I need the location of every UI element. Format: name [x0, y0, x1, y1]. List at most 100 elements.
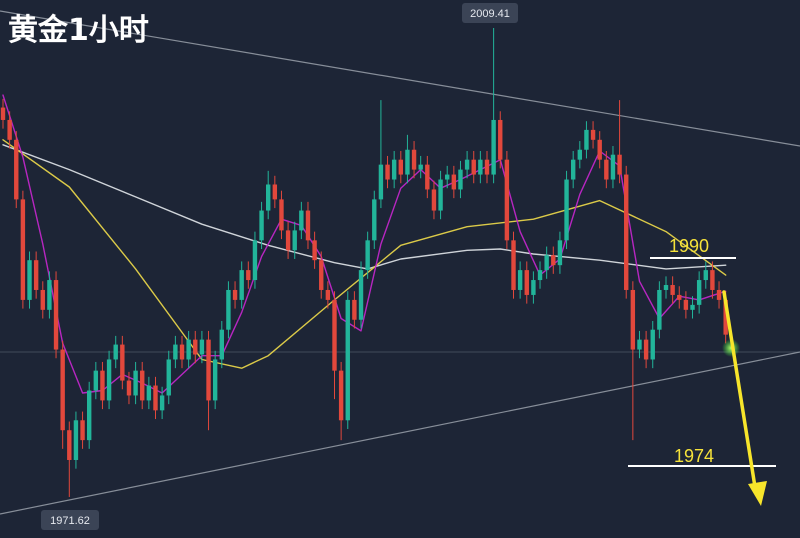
candle	[212, 350, 218, 410]
candle-body	[86, 390, 92, 441]
candle-body	[458, 169, 463, 190]
candle	[491, 28, 496, 184]
candle	[650, 321, 655, 369]
candle	[511, 231, 516, 299]
candle-body	[312, 240, 317, 261]
candle-body	[0, 107, 6, 120]
candle-body	[259, 210, 264, 241]
candle	[683, 291, 689, 319]
candle-body	[352, 299, 357, 320]
candle-body	[285, 230, 291, 251]
candle	[53, 271, 59, 359]
candle	[40, 281, 45, 319]
candle-body	[40, 289, 45, 310]
candle-body	[391, 159, 397, 180]
candle-body	[106, 359, 112, 401]
candle	[285, 221, 291, 259]
candle-body	[199, 339, 205, 355]
candle	[193, 330, 198, 364]
candle	[86, 381, 92, 449]
candle-body	[365, 240, 370, 271]
candle	[365, 231, 370, 279]
candle	[325, 281, 331, 309]
candle-body	[332, 299, 337, 371]
candle	[398, 150, 403, 184]
candle-body	[67, 430, 72, 460]
candle	[471, 150, 476, 184]
candle-body	[570, 159, 576, 180]
candle	[27, 251, 32, 309]
candle	[504, 150, 510, 250]
candle-body	[193, 339, 198, 355]
candle-body	[511, 240, 516, 290]
candle-body	[299, 210, 304, 231]
candle-body	[358, 270, 364, 320]
candles	[0, 28, 728, 497]
candle-body	[630, 289, 636, 350]
candle-body	[159, 395, 165, 411]
annotations	[628, 256, 776, 506]
candle-body	[425, 164, 430, 190]
candle-body	[537, 270, 543, 281]
candle	[14, 131, 19, 209]
candle	[252, 231, 258, 289]
candle	[266, 170, 271, 220]
candle-body	[206, 339, 211, 401]
candle	[464, 150, 470, 179]
candle-body	[60, 349, 65, 431]
trendlines	[0, 10, 800, 515]
candle	[186, 330, 191, 369]
candle-body	[325, 289, 331, 300]
candle	[60, 340, 65, 449]
candle	[677, 286, 682, 309]
candle	[199, 330, 205, 364]
candle-body	[551, 255, 556, 266]
candle-body	[212, 359, 218, 401]
candle-body	[93, 370, 99, 391]
candle	[338, 361, 344, 441]
candle	[557, 231, 563, 274]
candle-body	[252, 240, 258, 281]
candle-body	[411, 149, 417, 170]
candle	[259, 201, 264, 250]
last-price-glow	[722, 339, 740, 357]
candle-body	[504, 159, 510, 241]
candle-body	[100, 370, 105, 401]
candle	[279, 190, 284, 240]
candle	[332, 291, 337, 400]
candle-body	[637, 339, 642, 350]
candle-body	[696, 280, 702, 305]
candle	[531, 271, 536, 304]
candle	[517, 261, 523, 299]
candle	[166, 350, 171, 405]
candle-body	[153, 385, 158, 411]
candle-body	[471, 159, 476, 175]
candle	[710, 261, 715, 299]
candle	[657, 281, 662, 339]
candle-body	[531, 280, 536, 295]
candle-body	[478, 159, 483, 175]
candle	[0, 98, 6, 129]
candle	[643, 330, 649, 369]
candle-body	[140, 370, 145, 401]
candle	[153, 376, 158, 420]
candle	[498, 111, 503, 169]
candle	[312, 231, 317, 269]
candle-body	[47, 280, 52, 310]
candle-body	[604, 159, 609, 180]
candle-body	[624, 174, 629, 290]
upper-trendline	[0, 10, 800, 147]
candle	[630, 281, 636, 441]
candle-body	[372, 199, 377, 241]
candle	[206, 330, 211, 431]
candle-body	[464, 159, 470, 170]
candle-body	[120, 344, 125, 381]
candle-body	[703, 270, 708, 281]
candle-body	[319, 260, 324, 290]
candle	[478, 150, 483, 184]
candle-body	[650, 329, 655, 360]
candle-body	[186, 339, 191, 360]
candle	[106, 350, 112, 410]
candle-body	[226, 289, 231, 330]
candle	[140, 361, 145, 410]
